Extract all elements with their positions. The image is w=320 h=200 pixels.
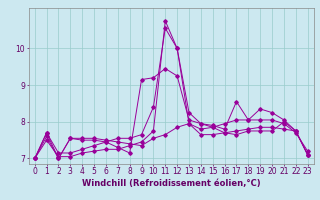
X-axis label: Windchill (Refroidissement éolien,°C): Windchill (Refroidissement éolien,°C) [82, 179, 260, 188]
